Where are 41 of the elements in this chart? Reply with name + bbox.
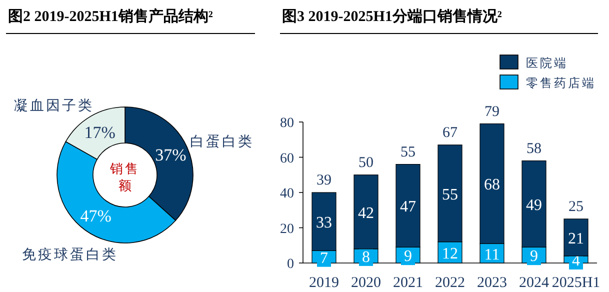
x-tick-label: 2024 xyxy=(519,275,550,291)
total-label: 58 xyxy=(526,140,542,157)
y-tick-label: 20 xyxy=(280,222,294,237)
slice-label: 白蛋白类 xyxy=(190,134,254,150)
data-label: 17% xyxy=(84,122,116,142)
y-tick-label: 0 xyxy=(287,257,294,272)
total-label: 25 xyxy=(568,198,584,215)
legend-label: 零售药店端 xyxy=(526,76,596,90)
data-label: 49 xyxy=(526,196,542,214)
y-tick-label: 40 xyxy=(280,186,294,202)
total-label: 55 xyxy=(400,144,416,160)
data-label: 47% xyxy=(80,206,112,226)
data-label: 9 xyxy=(404,248,412,266)
data-label: 11 xyxy=(484,246,500,264)
total-label: 79 xyxy=(484,104,500,120)
total-label: 39 xyxy=(316,172,332,188)
slice-label: 免疫球蛋白类 xyxy=(22,247,118,263)
data-label: 42 xyxy=(358,204,374,222)
data-label: 12 xyxy=(442,245,458,262)
chart-title: 图3 2019-2025H1分端口销售情况² xyxy=(282,8,502,25)
data-label: 68 xyxy=(484,176,500,194)
text: 销售额 xyxy=(109,161,140,193)
data-label: 47 xyxy=(400,198,416,216)
total-label: 67 xyxy=(442,124,458,141)
data-label: 37% xyxy=(155,146,186,165)
x-tick-label: 2025H1 xyxy=(552,275,600,291)
legend-label: 医院端 xyxy=(526,56,568,70)
y-tick-label: 80 xyxy=(280,116,294,131)
data-label: 33 xyxy=(316,214,332,232)
y-tick-label: 60 xyxy=(280,151,294,166)
x-tick-label: 2019 xyxy=(309,275,339,291)
total-label: 50 xyxy=(358,154,374,171)
data-label: 9 xyxy=(530,248,538,266)
data-label: 55 xyxy=(442,186,458,204)
x-tick-label: 2021 xyxy=(393,275,423,291)
slice-label: 凝血因子类 xyxy=(14,98,94,114)
x-tick-label: 2023 xyxy=(477,275,507,291)
data-label: 21 xyxy=(568,230,584,248)
x-tick-label: 2020 xyxy=(351,275,381,291)
x-tick-label: 2022 xyxy=(435,275,465,291)
chart-title: 图2 2019-2025H1销售产品结构² xyxy=(8,8,214,25)
